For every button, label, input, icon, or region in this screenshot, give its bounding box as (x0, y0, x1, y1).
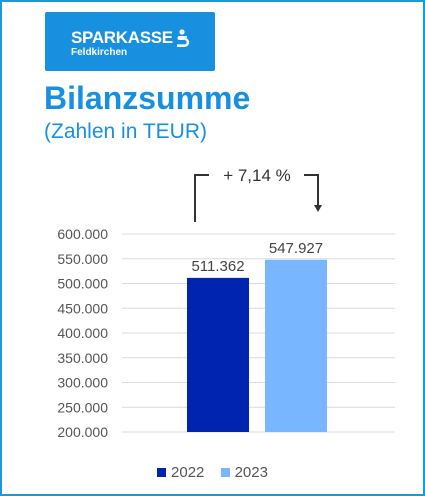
data-label-2022: 511.362 (191, 258, 244, 275)
bar-chart: 200.000 250.000 300.000 350.000 400.000 450.0… (57, 166, 395, 440)
page-subtitle: (Zahlen in TEUR) (44, 120, 207, 143)
legend-item-2023: 2023 (220, 464, 268, 481)
legend-swatch (220, 468, 230, 477)
bar-2023 (265, 259, 327, 432)
logo-brand: SPARKASSE (71, 28, 173, 47)
legend-swatch (157, 468, 167, 477)
chart-legend: 2022 2023 (0, 464, 425, 481)
bar-2022 (187, 277, 249, 432)
y-tick-label: 400.000 (57, 325, 108, 341)
annotation-bracket-right (304, 174, 319, 207)
y-tick-label: 600.000 (57, 226, 108, 242)
y-tick-label: 450.000 (57, 300, 108, 316)
legend-label: 2022 (171, 464, 205, 481)
y-tick-label: 550.000 (57, 251, 108, 267)
growth-annotation: + 7,14 % (223, 166, 291, 185)
logo-location: Feldkirchen (71, 47, 128, 58)
annotation-bracket-left (194, 174, 209, 222)
y-tick-label: 500.000 (57, 276, 108, 292)
y-tick-label: 300.000 (57, 375, 108, 391)
y-tick-label: 200.000 (57, 424, 108, 440)
page-title: Bilanzsumme (44, 80, 251, 116)
sparkasse-s-icon (177, 29, 189, 47)
data-label-2023: 547.927 (269, 240, 323, 257)
y-tick-label: 250.000 (57, 399, 108, 415)
legend-label: 2023 (234, 464, 268, 481)
sparkasse-logo: SPARKASSE Feldkirchen (45, 12, 215, 71)
annotation-arrowhead (314, 205, 322, 212)
legend-item-2022: 2022 (157, 464, 204, 481)
y-tick-label: 350.000 (57, 350, 108, 366)
